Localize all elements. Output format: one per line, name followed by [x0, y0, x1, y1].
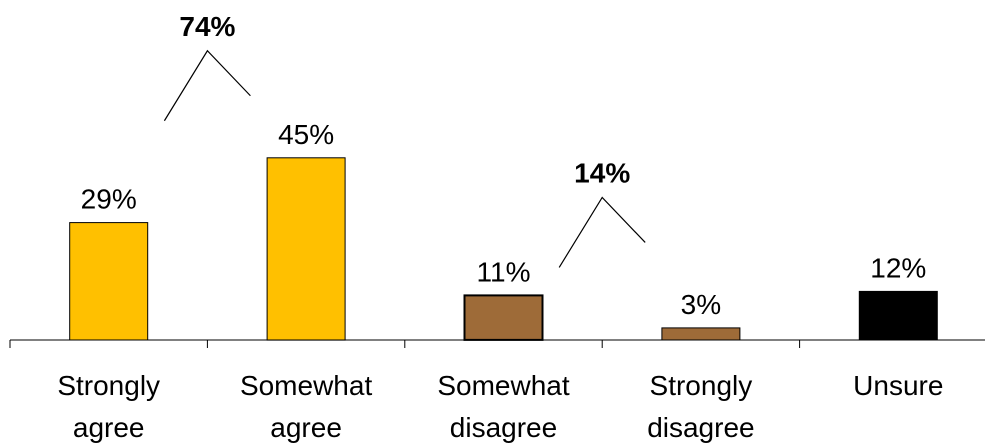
- category-label-3-0: Strongly: [650, 370, 753, 401]
- group-annotations: 74% 14%: [163, 11, 646, 268]
- value-label-1: 45%: [278, 119, 334, 150]
- bars-layer: [69, 157, 938, 341]
- group-bracket-1: [558, 196, 646, 268]
- labels-layer: 29% Strongly agree 45% Somewhat agree 11% Somew…: [57, 119, 943, 443]
- category-label-0-0: Strongly: [57, 370, 160, 401]
- group-bracket-0: [163, 49, 251, 122]
- category-label-3-1: disagree: [647, 412, 754, 443]
- value-label-3: 3%: [681, 289, 721, 320]
- category-label-2-1: disagree: [450, 412, 557, 443]
- category-label-0-1: agree: [73, 412, 145, 443]
- x-axis: [9, 339, 985, 348]
- value-label-4: 12%: [870, 252, 926, 283]
- category-label-1-1: agree: [270, 412, 342, 443]
- category-label-4-0: Unsure: [853, 370, 943, 401]
- group-label-0: 74%: [179, 11, 235, 42]
- bar-4: [858, 290, 938, 341]
- bar-0: [69, 222, 149, 341]
- bar-2: [463, 294, 544, 341]
- value-label-0: 29%: [81, 184, 137, 215]
- group-label-1: 14%: [574, 157, 630, 188]
- bar-1: [266, 157, 346, 341]
- category-label-2-0: Somewhat: [437, 370, 570, 401]
- category-label-1-0: Somewhat: [240, 370, 373, 401]
- value-label-2: 11%: [477, 256, 531, 287]
- bar-3: [661, 327, 741, 341]
